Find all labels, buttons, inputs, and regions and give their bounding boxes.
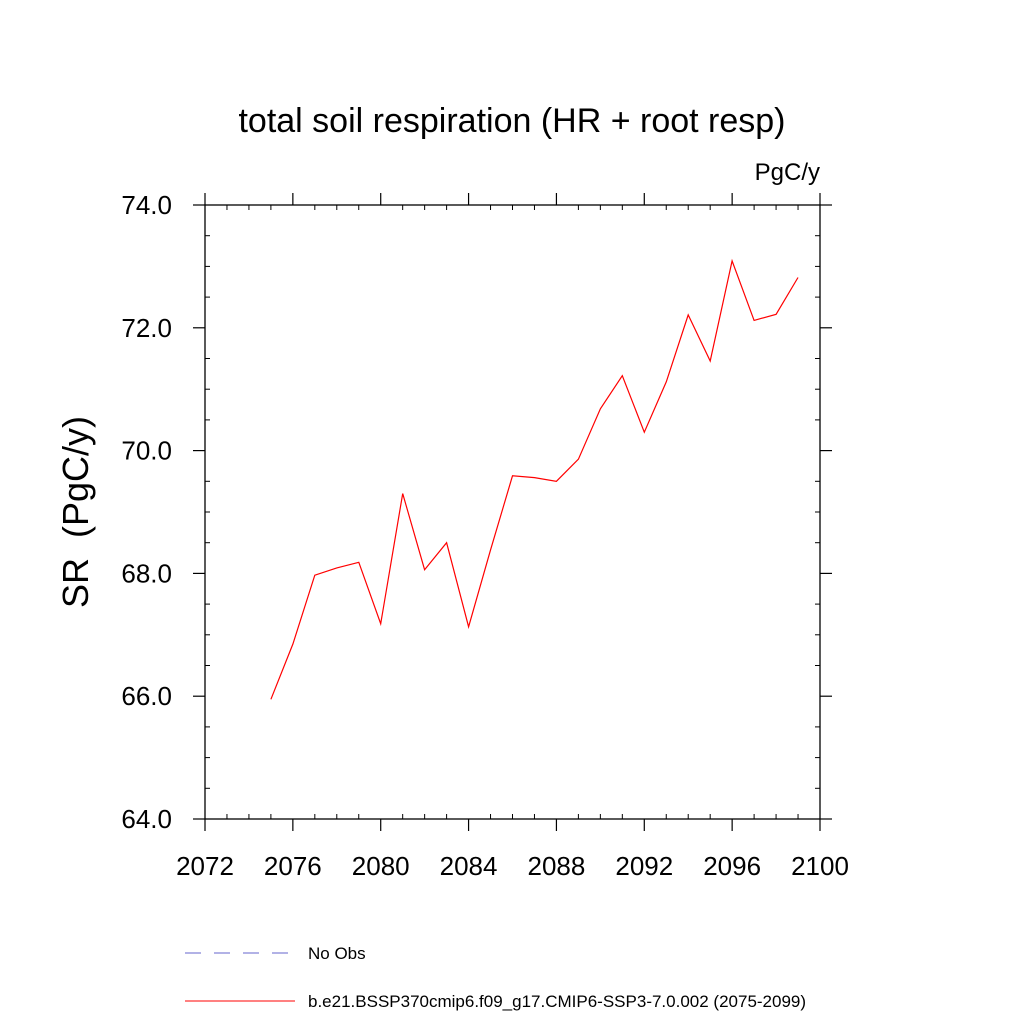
y-tick-label: 64.0 (121, 804, 172, 834)
legend-label: b.e21.BSSP370cmip6.f09_g17.CMIP6-SSP3-7.… (308, 992, 806, 1011)
y-tick-labels: 64.0 66.0 68.0 70.0 72.0 74.0 (121, 190, 172, 834)
x-tick-label: 2080 (352, 851, 410, 881)
units-label: PgC/y (755, 159, 820, 186)
y-tick-label: 70.0 (121, 436, 172, 466)
y-tick-label: 68.0 (121, 558, 172, 588)
legend-label: No Obs (308, 944, 366, 963)
x-tick-label: 2088 (528, 851, 586, 881)
x-tick-labels: 2072 2076 2080 2084 2088 2092 2096 2100 (176, 851, 849, 881)
x-tick-label: 2092 (615, 851, 673, 881)
legend: No Obs b.e21.BSSP370cmip6.f09_g17.CMIP6-S… (185, 944, 806, 1011)
x-tick-label: 2096 (703, 851, 761, 881)
x-tick-label: 2084 (440, 851, 498, 881)
series-line (270, 258, 799, 700)
chart-title: total soil respiration (HR + root resp) (238, 102, 785, 140)
axis-ticks (193, 193, 832, 831)
plot-frame (204, 204, 821, 820)
x-tick-label: 2100 (791, 851, 849, 881)
x-tick-label: 2072 (176, 851, 234, 881)
y-tick-label: 74.0 (121, 190, 172, 220)
series-lines (270, 258, 799, 700)
x-tick-label: 2076 (264, 851, 322, 881)
y-axis-label: SR (PgC/y) (55, 416, 96, 608)
y-tick-label: 66.0 (121, 681, 172, 711)
y-tick-label: 72.0 (121, 313, 172, 343)
